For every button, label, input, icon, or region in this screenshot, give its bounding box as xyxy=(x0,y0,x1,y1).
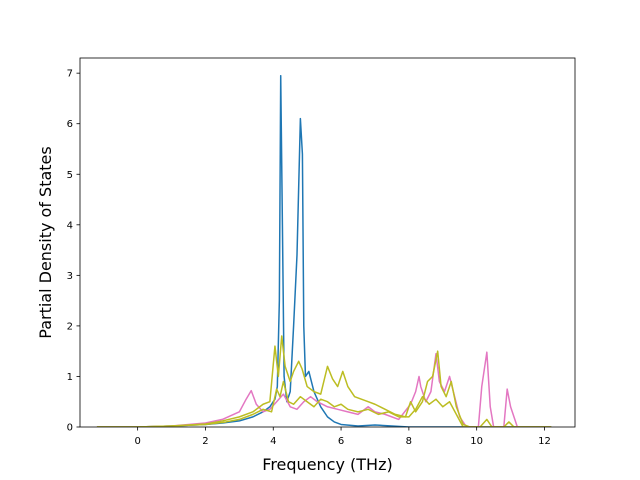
y-tick-label: 0 xyxy=(67,423,73,434)
x-tick-label: 10 xyxy=(470,436,483,447)
x-tick-label: 12 xyxy=(538,436,551,447)
y-tick-label: 1 xyxy=(67,372,73,383)
y-tick-label: 4 xyxy=(67,220,73,231)
y-tick-label: 3 xyxy=(67,271,73,282)
x-tick-label: 8 xyxy=(406,436,412,447)
plot-area xyxy=(80,58,575,427)
x-tick-label: 2 xyxy=(202,436,208,447)
y-tick-label: 2 xyxy=(67,321,73,332)
y-tick-label: 7 xyxy=(67,69,73,80)
series-line-3 xyxy=(96,335,552,427)
plot-frame xyxy=(79,57,576,428)
y-axis-label: Partial Density of States xyxy=(36,146,55,338)
x-tick-label: 6 xyxy=(338,436,344,447)
x-tick-label: 4 xyxy=(270,436,276,447)
y-tick-label: 5 xyxy=(67,170,73,181)
x-tick-label: 0 xyxy=(134,436,140,447)
series-line-1 xyxy=(96,74,552,427)
y-tick-label: 6 xyxy=(67,119,73,130)
series-line-2 xyxy=(96,351,552,427)
x-axis-label: Frequency (THz) xyxy=(262,455,392,474)
series-line-4 xyxy=(96,380,552,427)
